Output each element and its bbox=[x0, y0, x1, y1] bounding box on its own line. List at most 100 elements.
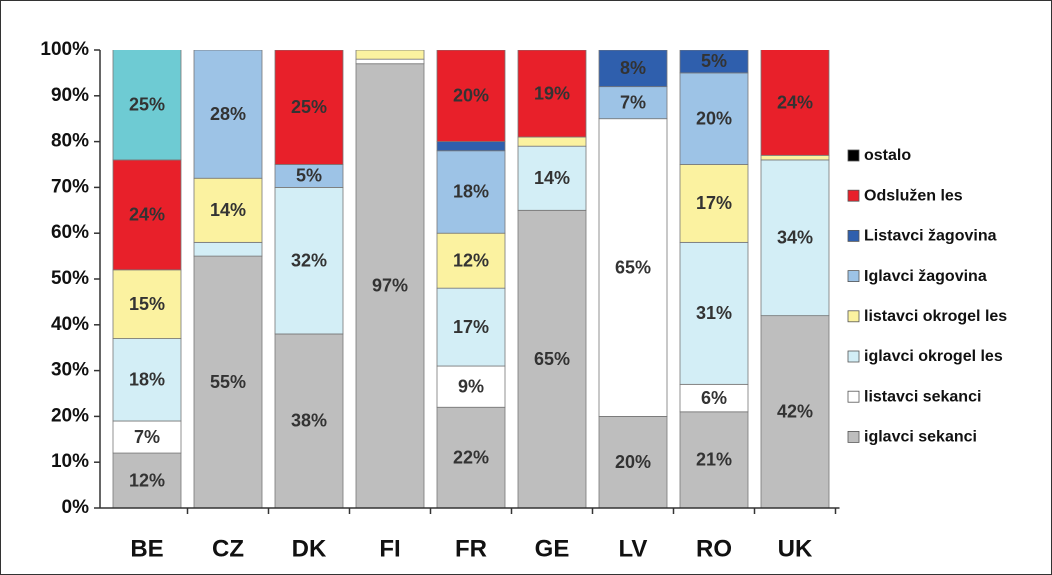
value-label: 19% bbox=[534, 83, 570, 103]
y-tick-label: 90% bbox=[51, 85, 89, 106]
value-label: 12% bbox=[453, 250, 489, 270]
value-label: 97% bbox=[372, 276, 408, 296]
legend-label: listavci okrogel les bbox=[864, 308, 1007, 325]
bar-segment bbox=[112, 50, 182, 161]
legend-label: listavci sekanci bbox=[864, 388, 981, 405]
bar-segment bbox=[517, 50, 587, 138]
y-tick-label: 100% bbox=[40, 39, 89, 60]
legend-swatch bbox=[847, 350, 860, 363]
x-tick-label: LV bbox=[619, 535, 648, 562]
x-tick-label: GE bbox=[535, 535, 570, 562]
y-tick-label: 50% bbox=[51, 268, 89, 289]
legend-swatch bbox=[847, 149, 860, 162]
bar-segment bbox=[679, 50, 749, 74]
legend-swatch bbox=[847, 189, 860, 202]
value-label: 24% bbox=[129, 205, 165, 225]
value-label: 9% bbox=[458, 376, 484, 396]
value-label: 6% bbox=[701, 388, 727, 408]
y-tick-label: 40% bbox=[51, 314, 89, 335]
bar-segment bbox=[193, 255, 263, 508]
legend-swatch bbox=[847, 229, 860, 242]
bar-segment bbox=[760, 50, 830, 156]
bar-segment bbox=[112, 452, 182, 508]
bar-segment bbox=[760, 154, 830, 161]
x-tick-label: RO bbox=[696, 535, 732, 562]
value-label: 65% bbox=[534, 349, 570, 369]
value-label: 42% bbox=[777, 402, 813, 422]
value-label: 17% bbox=[696, 193, 732, 213]
bar-segment bbox=[355, 58, 425, 65]
bar-segment bbox=[679, 241, 749, 385]
value-label: 28% bbox=[210, 104, 246, 124]
value-label: 17% bbox=[453, 317, 489, 337]
legend-label: iglavci sekanci bbox=[864, 429, 977, 446]
x-tick-label: FR bbox=[455, 535, 487, 562]
bar-segment bbox=[760, 315, 830, 508]
legend-swatch bbox=[847, 310, 860, 323]
value-label: 20% bbox=[453, 86, 489, 106]
bar-segment bbox=[517, 136, 587, 147]
value-label: 32% bbox=[291, 250, 327, 270]
legend-label: Listavci žagovina bbox=[864, 228, 997, 245]
y-tick-label: 10% bbox=[51, 451, 89, 472]
value-label: 21% bbox=[696, 450, 732, 470]
bar-segment bbox=[436, 150, 506, 234]
bar-segment bbox=[679, 383, 749, 413]
value-label: 25% bbox=[129, 95, 165, 115]
value-label: 65% bbox=[615, 257, 651, 277]
y-tick-label: 0% bbox=[62, 497, 90, 518]
legend-swatch bbox=[847, 270, 860, 283]
value-label: 5% bbox=[701, 51, 727, 71]
value-label: 14% bbox=[210, 200, 246, 220]
value-label: 14% bbox=[534, 168, 570, 188]
x-tick-label: FI bbox=[379, 535, 400, 562]
value-label: 20% bbox=[696, 108, 732, 128]
value-label: 31% bbox=[696, 303, 732, 323]
bar-segment bbox=[598, 415, 668, 508]
bar-segment bbox=[193, 50, 263, 179]
value-label: 22% bbox=[453, 447, 489, 467]
bar-segment bbox=[436, 50, 506, 142]
bar-segment bbox=[517, 145, 587, 211]
value-label: 20% bbox=[615, 452, 651, 472]
bar-segment bbox=[112, 269, 182, 339]
bar-segment bbox=[112, 338, 182, 422]
value-label: 34% bbox=[777, 228, 813, 248]
y-tick-label: 70% bbox=[51, 176, 89, 197]
bar-segment bbox=[274, 50, 344, 165]
value-label: 15% bbox=[129, 294, 165, 314]
bar-segment bbox=[760, 159, 830, 317]
x-tick-label: DK bbox=[292, 535, 327, 562]
bar-segment bbox=[436, 141, 506, 152]
y-tick-label: 30% bbox=[51, 360, 89, 381]
bar-segment bbox=[436, 287, 506, 367]
bar-segment bbox=[679, 72, 749, 165]
bar-segment bbox=[355, 63, 425, 508]
x-tick-label: UK bbox=[778, 535, 813, 562]
legend-label: Odslužen les bbox=[864, 187, 963, 204]
bar-segment bbox=[193, 177, 263, 243]
value-label: 18% bbox=[453, 182, 489, 202]
x-tick-label: BE bbox=[130, 535, 163, 562]
value-label: 8% bbox=[620, 58, 646, 78]
value-label: 38% bbox=[291, 411, 327, 431]
legend-swatch bbox=[847, 390, 860, 403]
value-label: 24% bbox=[777, 92, 813, 112]
value-label: 25% bbox=[291, 97, 327, 117]
value-label: 7% bbox=[134, 427, 160, 447]
y-tick-label: 20% bbox=[51, 405, 89, 426]
y-tick-label: 60% bbox=[51, 222, 89, 243]
bars bbox=[112, 50, 830, 508]
bar-segment bbox=[679, 411, 749, 508]
bar-segment bbox=[436, 365, 506, 408]
value-label: 5% bbox=[296, 166, 322, 186]
legend-label: Iglavci žagovina bbox=[864, 268, 987, 285]
value-label: 18% bbox=[129, 370, 165, 390]
legend-label: iglavci okrogel les bbox=[864, 348, 1003, 365]
value-label: 7% bbox=[620, 92, 646, 112]
value-label: 55% bbox=[210, 372, 246, 392]
legend-swatch bbox=[847, 430, 860, 443]
value-label: 12% bbox=[129, 470, 165, 490]
bar-segment bbox=[274, 186, 344, 335]
